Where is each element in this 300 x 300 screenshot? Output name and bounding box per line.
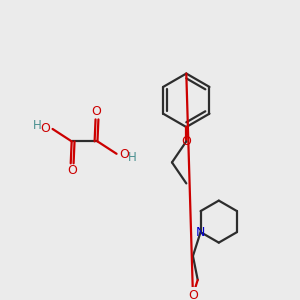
Text: O: O (182, 135, 191, 148)
Text: O: O (92, 105, 101, 118)
Text: O: O (188, 289, 198, 300)
Text: N: N (196, 226, 205, 238)
Text: O: O (119, 148, 129, 161)
Text: H: H (33, 118, 42, 132)
Text: H: H (128, 151, 136, 164)
Text: O: O (40, 122, 50, 134)
Text: O: O (68, 164, 78, 178)
